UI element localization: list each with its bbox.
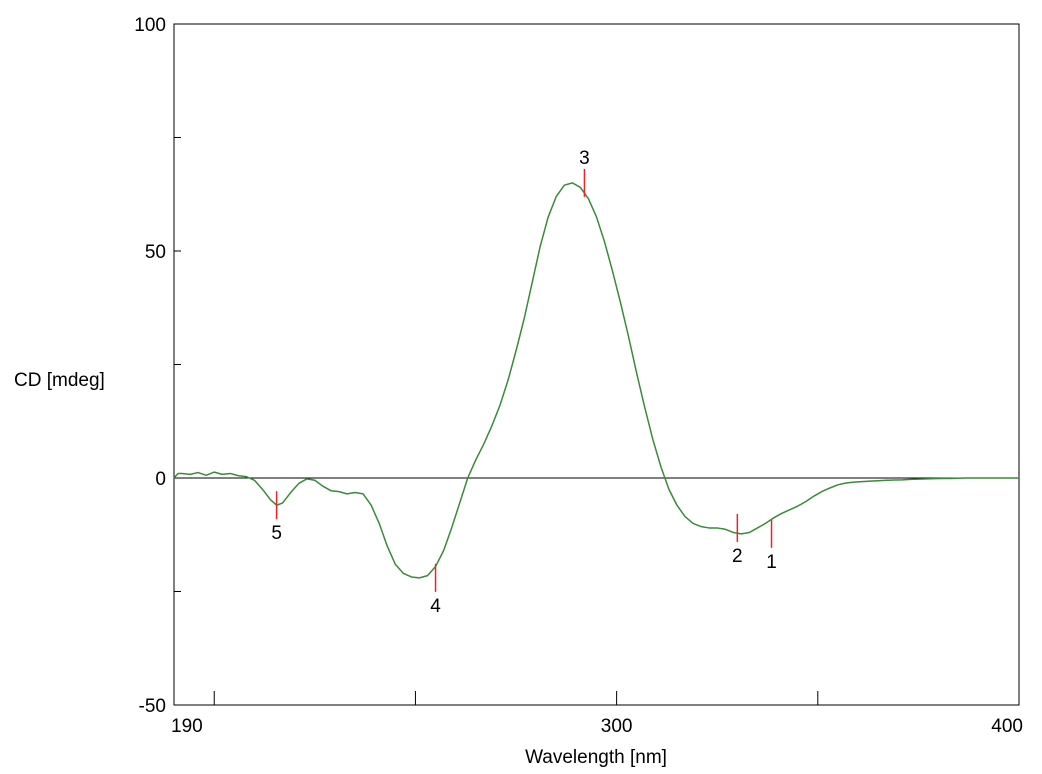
x-tick-label: 190 bbox=[171, 716, 203, 737]
y-tick-label: 100 bbox=[134, 15, 166, 36]
peak-label-5: 5 bbox=[271, 523, 282, 544]
axis-ticks: 190 300 400 -50 0 50 100 bbox=[134, 15, 1023, 737]
peak-label-2: 2 bbox=[732, 546, 743, 567]
peak-annotations: 1 2 3 4 5 bbox=[271, 148, 777, 617]
peak-label-4: 4 bbox=[430, 596, 441, 617]
y-tick-label: -50 bbox=[139, 696, 166, 717]
y-axis-title: CD [mdeg] bbox=[14, 370, 105, 391]
y-tick-label: 0 bbox=[155, 469, 166, 490]
spectrum-line bbox=[173, 182, 1019, 579]
x-axis-title: Wavelength [nm] bbox=[525, 747, 667, 768]
x-tick-label: 300 bbox=[601, 716, 633, 737]
x-tick-label: 400 bbox=[991, 716, 1023, 737]
y-tick-label: 50 bbox=[145, 242, 166, 263]
spectrum-curve-group bbox=[173, 182, 1019, 579]
plot-frame bbox=[173, 23, 1020, 706]
peak-label-1: 1 bbox=[766, 552, 777, 573]
peak-label-3: 3 bbox=[579, 148, 590, 169]
